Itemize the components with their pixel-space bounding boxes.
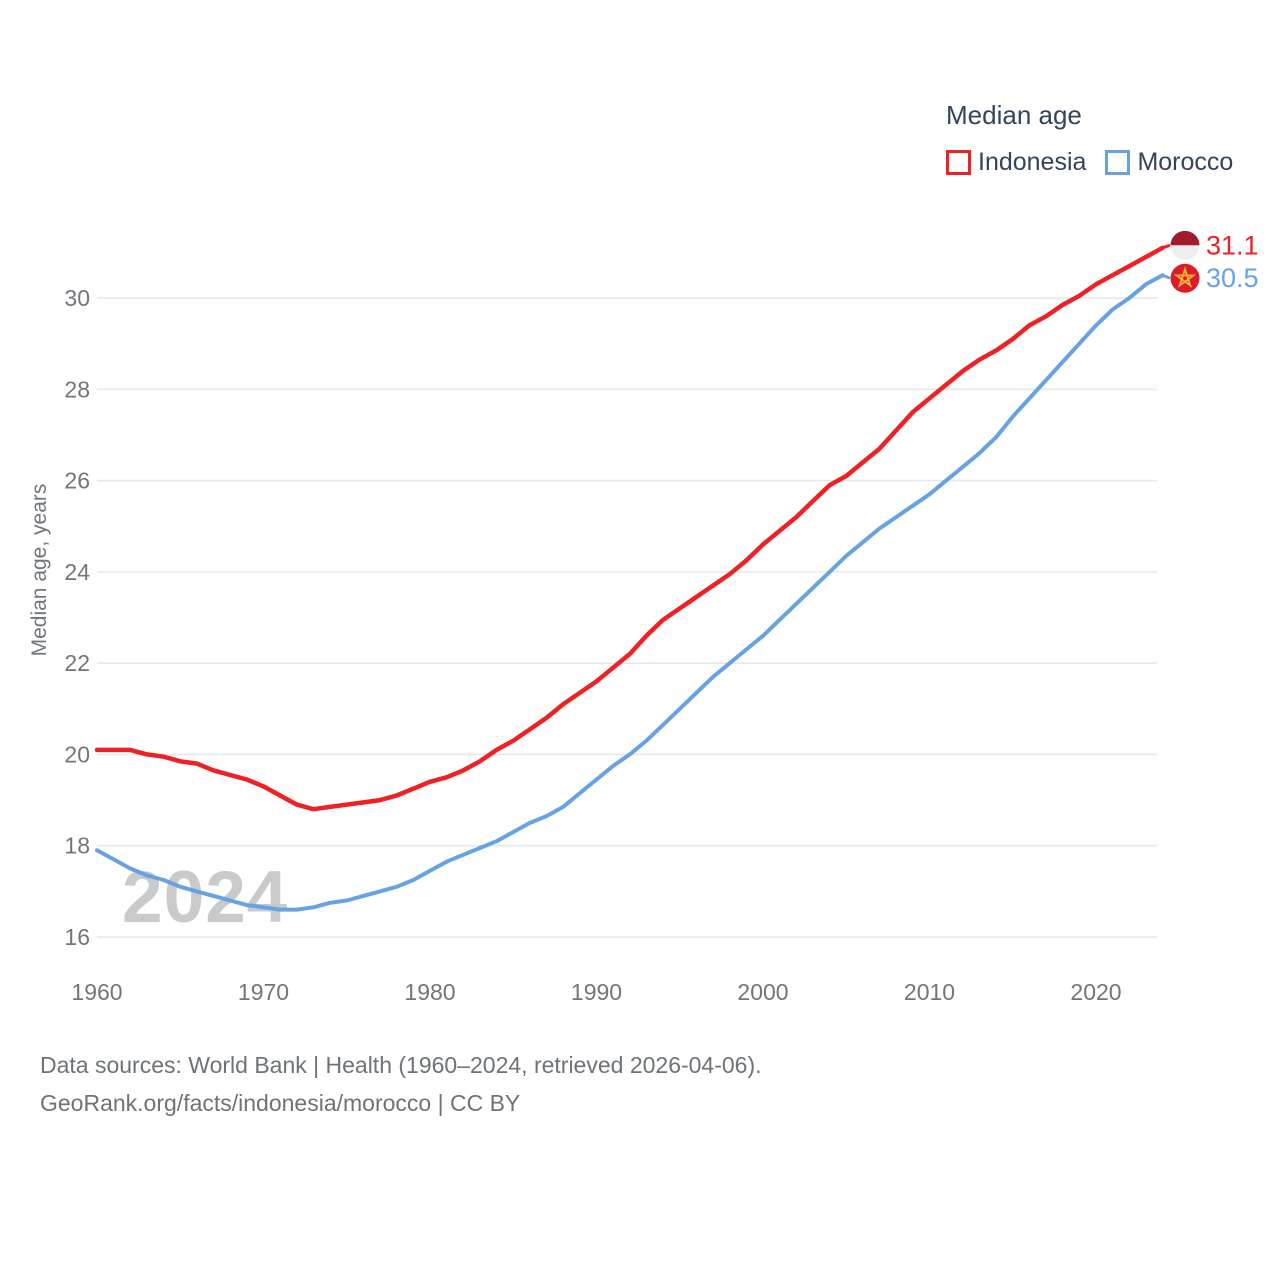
legend: Median age Indonesia Morocco [946, 100, 1233, 177]
legend-item-indonesia[interactable]: Indonesia [946, 148, 1086, 177]
indonesia-line[interactable] [94, 245, 1165, 812]
indonesia-swatch-icon [946, 150, 971, 175]
y-tick-label: 20 [64, 741, 90, 767]
y-tick-label: 24 [64, 559, 90, 585]
morocco-swatch-icon [1105, 150, 1131, 175]
x-tick-label: 2020 [1070, 979, 1121, 1005]
legend-label-morocco: Morocco [1137, 148, 1234, 176]
y-tick-label: 16 [64, 924, 90, 950]
source-line-2: GeoRank.org/facts/indonesia/morocco | CC… [40, 1090, 521, 1116]
morocco-connector [1162, 273, 1171, 280]
indonesia-connector [1162, 243, 1171, 250]
morocco-end-value: 30.5 [1206, 263, 1259, 293]
x-tick-label: 1990 [571, 979, 622, 1005]
indonesia-end-value: 31.1 [1206, 230, 1259, 260]
source-line-1: Data sources: World Bank | Health (1960–… [40, 1052, 762, 1078]
x-tick-label: 1970 [238, 979, 289, 1005]
morocco-flag-icon [1170, 263, 1200, 293]
x-tick-label: 1960 [71, 979, 122, 1005]
legend-item-morocco[interactable]: Morocco [1105, 148, 1233, 177]
legend-title: Median age [946, 100, 1082, 130]
y-tick-label: 30 [64, 285, 90, 311]
x-tick-label: 2010 [904, 979, 955, 1005]
indonesia-flag-icon [1170, 230, 1200, 260]
y-tick-label: 22 [64, 650, 90, 676]
y-axis-title: Median age, years [28, 484, 51, 657]
watermark-year: 2024 [122, 857, 288, 938]
x-tick-label: 1980 [404, 979, 455, 1005]
y-tick-label: 18 [64, 833, 90, 859]
morocco-line[interactable] [95, 273, 1165, 912]
y-tick-label: 28 [64, 376, 90, 402]
legend-items: Indonesia Morocco [946, 148, 1233, 177]
x-tick-label: 2000 [737, 979, 788, 1005]
legend-label-indonesia: Indonesia [978, 148, 1087, 176]
source-attribution: Data sources: World Bank | Health (1960–… [40, 1046, 762, 1122]
y-tick-label: 26 [64, 468, 90, 494]
